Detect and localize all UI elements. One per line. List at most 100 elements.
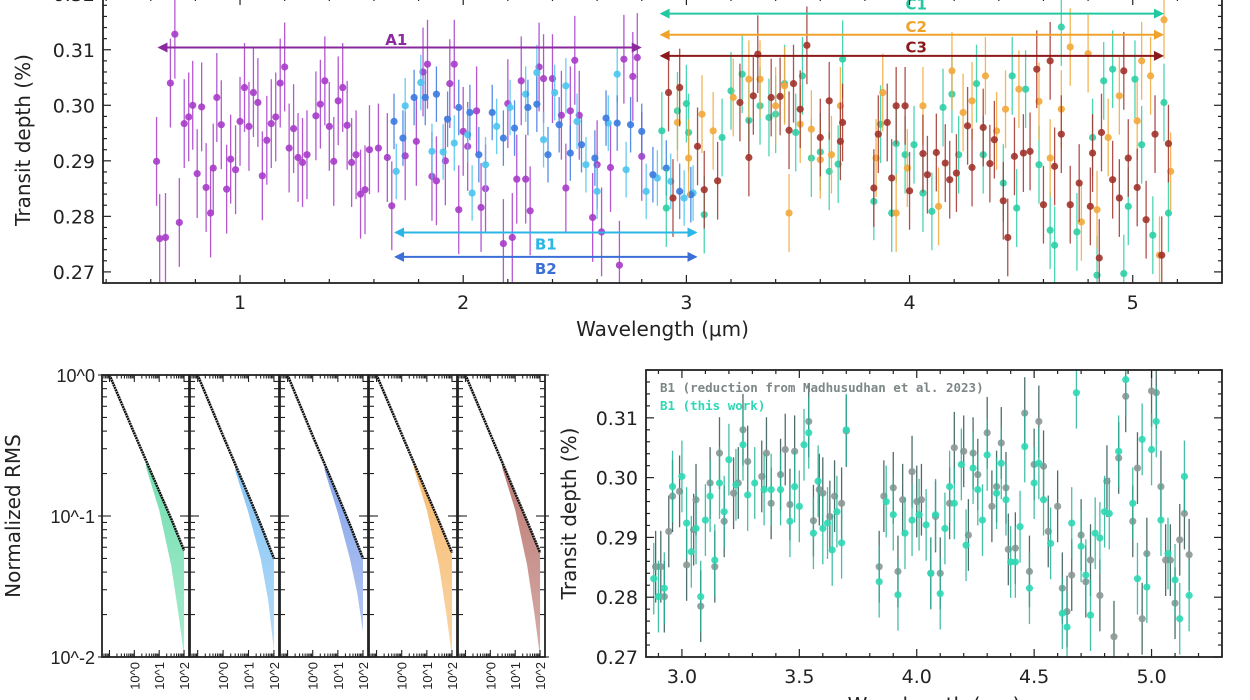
- ticks: [98, 374, 193, 658]
- data-point: [739, 441, 747, 449]
- x-tick-label: 10^0: [395, 662, 410, 690]
- data-point: [499, 239, 507, 248]
- data-point: [1066, 43, 1074, 51]
- data-point: [613, 119, 621, 127]
- data-point: [513, 175, 521, 183]
- data-point: [481, 161, 490, 169]
- data-point: [330, 157, 338, 165]
- arrow-head-right: [1153, 50, 1164, 61]
- data-point: [767, 93, 775, 102]
- measured-rms-curve: [286, 374, 365, 559]
- legend-entry: B1 (reduction from Madhusudhan et al. 20…: [660, 380, 984, 395]
- y-tick-label: 10^0: [57, 366, 95, 386]
- data-point: [709, 127, 717, 135]
- data-point: [1039, 496, 1048, 504]
- data-point: [905, 187, 914, 195]
- data-point: [786, 517, 794, 525]
- series-s1: [650, 370, 1193, 657]
- x-tick-label: 2: [457, 292, 469, 314]
- data-point: [842, 426, 850, 434]
- x-tick-label: 3.0: [667, 666, 697, 688]
- data-point: [952, 169, 961, 177]
- data-point: [939, 103, 947, 112]
- data-point: [1122, 375, 1130, 384]
- measured-rms-curve: [375, 374, 454, 554]
- data-point: [760, 485, 768, 494]
- data-point: [1030, 479, 1038, 487]
- data-point: [803, 41, 811, 49]
- data-point: [776, 485, 785, 494]
- data-point: [665, 527, 673, 536]
- data-point: [321, 77, 329, 85]
- data-point: [524, 103, 532, 112]
- data-point: [213, 93, 221, 102]
- data-point: [455, 206, 463, 214]
- data-point: [1039, 201, 1048, 209]
- data-point: [988, 502, 996, 510]
- plot-frame: [102, 0, 1223, 284]
- data-point: [472, 107, 481, 115]
- data-point: [1002, 496, 1010, 504]
- data-point: [1129, 499, 1137, 507]
- x-tick-label: 5.0: [1136, 666, 1166, 688]
- data-point: [968, 97, 976, 105]
- data-point: [950, 444, 958, 452]
- data-point: [544, 151, 552, 159]
- series-C3: [664, 6, 1173, 283]
- data-point: [692, 524, 700, 533]
- data-point: [388, 202, 396, 210]
- data-point: [1138, 615, 1146, 623]
- data-point: [209, 164, 217, 172]
- data-point: [602, 114, 610, 122]
- data-point: [1073, 228, 1081, 236]
- data-point: [908, 468, 916, 476]
- x-tick-label: 3: [680, 292, 692, 314]
- x-tick-label: 4.0: [902, 666, 932, 688]
- data-point: [1109, 65, 1117, 73]
- data-point: [272, 113, 280, 121]
- x-tick-label: 10^2: [356, 662, 371, 690]
- data-point: [450, 139, 458, 147]
- data-point: [571, 56, 579, 64]
- data-point: [839, 118, 847, 127]
- data-point: [240, 83, 249, 92]
- data-point: [626, 121, 635, 129]
- data-point: [796, 105, 804, 113]
- data-point: [1104, 133, 1112, 142]
- data-point: [356, 190, 365, 198]
- data-point: [828, 546, 836, 554]
- data-point: [979, 123, 987, 132]
- x-tick-label: 10^1: [508, 662, 523, 690]
- y-tick-label: 0.28: [53, 206, 95, 228]
- plot-area: [650, 370, 1193, 657]
- data-point: [352, 151, 360, 159]
- data-point: [658, 127, 666, 135]
- ticks: [103, 0, 1222, 284]
- data-point: [189, 101, 197, 109]
- data-point: [922, 521, 930, 529]
- panel-frame: [189, 374, 280, 658]
- data-point: [805, 429, 813, 437]
- data-point: [185, 113, 193, 121]
- data-point: [633, 53, 641, 62]
- ticks: [276, 374, 372, 658]
- data-point: [950, 499, 958, 507]
- data-point: [477, 203, 485, 212]
- data-point: [446, 80, 454, 88]
- data-point: [654, 593, 663, 601]
- data-point: [468, 189, 476, 197]
- range-label-C2: C2: [906, 18, 927, 36]
- data-point: [615, 261, 624, 269]
- data-point: [522, 175, 530, 183]
- panel-frame: [457, 374, 546, 658]
- arrow-head-right: [1153, 29, 1164, 40]
- data-point: [1096, 534, 1104, 542]
- plot-area: A1 B1 B2 C1 C2 C3: [152, 0, 1175, 283]
- data-point: [875, 578, 883, 586]
- arrow-head-left: [394, 227, 405, 238]
- series-B2: [390, 66, 695, 223]
- data-point: [809, 529, 818, 537]
- arrow-head-left: [659, 29, 670, 40]
- data-point: [1054, 502, 1062, 510]
- y-tick-label: 0.30: [53, 95, 95, 117]
